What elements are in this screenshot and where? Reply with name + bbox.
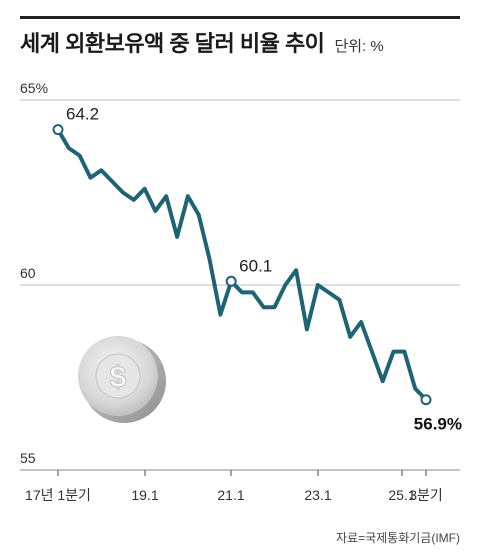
top-rule <box>20 16 460 19</box>
x-tick-label: 3분기 <box>409 487 443 503</box>
data-label: 56.9% <box>414 415 462 434</box>
data-point-marker <box>52 124 64 136</box>
x-tick-label: 25.1 <box>388 487 415 503</box>
data-label: 60.1 <box>239 256 272 275</box>
x-tick-label: 23.1 <box>304 487 331 503</box>
y-tick-label: 65% <box>20 80 48 96</box>
chart-title: 세계 외환보유액 중 달러 비율 추이 <box>20 31 325 56</box>
header: 세계 외환보유액 중 달러 비율 추이 단위: % <box>20 26 384 58</box>
x-tick-label: 19.1 <box>131 487 158 503</box>
source-note: 자료=국제통화기금(IMF) <box>336 531 460 545</box>
y-tick-label: 55 <box>20 450 36 466</box>
x-tick-label: 21.1 <box>217 487 244 503</box>
series-line <box>56 127 428 402</box>
data-label: 64.2 <box>66 105 99 124</box>
x-tick-label: 17년 1분기 <box>25 487 91 503</box>
data-point-marker <box>420 394 432 406</box>
svg-text:$: $ <box>110 361 127 394</box>
y-tick-label: 60 <box>20 265 36 281</box>
data-point-marker <box>225 275 237 287</box>
unit-label: 단위: % <box>334 38 384 55</box>
dollar-coin-icon: $ <box>78 336 166 423</box>
